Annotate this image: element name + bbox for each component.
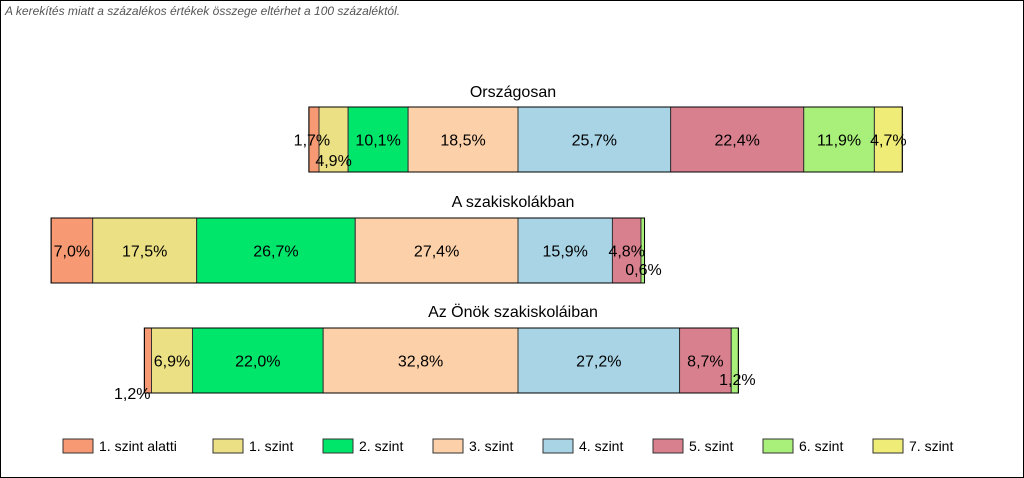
segment-label: 27,4% bbox=[414, 244, 459, 261]
bar-segment bbox=[679, 327, 732, 394]
legend-label: 6. szint bbox=[799, 438, 843, 454]
bar-outline bbox=[50, 217, 646, 284]
legend-swatch bbox=[62, 438, 94, 454]
bar-segment bbox=[92, 217, 198, 284]
bar-outline bbox=[143, 327, 739, 394]
legend-label: 1. szint alatti bbox=[99, 438, 177, 454]
legend-label: 2. szint bbox=[359, 438, 403, 454]
legend-label: 7. szint bbox=[909, 438, 953, 454]
bar-segment bbox=[407, 106, 519, 173]
legend-swatch bbox=[652, 438, 684, 454]
segment-label: 32,8% bbox=[398, 354, 443, 371]
bar-title: Országosan bbox=[470, 84, 556, 101]
bar-segment bbox=[143, 327, 153, 394]
legend-swatch bbox=[322, 438, 354, 454]
segment-label: 18,5% bbox=[440, 133, 485, 150]
segment-label: 26,7% bbox=[253, 244, 298, 261]
bar-segment bbox=[191, 327, 324, 394]
segment-label: 25,7% bbox=[572, 133, 617, 150]
segment-label: 22,4% bbox=[714, 133, 759, 150]
segment-label: 1,2% bbox=[114, 386, 150, 403]
segment-label: 1,7% bbox=[294, 133, 330, 150]
legend-label: 3. szint bbox=[469, 438, 513, 454]
segment-label: 11,9% bbox=[817, 133, 861, 150]
segment-label: 27,2% bbox=[576, 354, 621, 371]
segment-label: 7,0% bbox=[54, 244, 90, 261]
segment-label: 4,9% bbox=[315, 153, 351, 170]
legend-swatch bbox=[762, 438, 794, 454]
bar-title: A szakiskolákban bbox=[452, 194, 575, 211]
segment-label: 22,0% bbox=[235, 354, 280, 371]
segment-label: 4,7% bbox=[870, 133, 906, 150]
bar-outline bbox=[308, 106, 903, 173]
segment-label: 15,9% bbox=[543, 244, 588, 261]
bar-segment bbox=[196, 217, 356, 284]
segment-label: 17,5% bbox=[122, 244, 167, 261]
bar-segment bbox=[354, 217, 519, 284]
segment-label: 0,6% bbox=[625, 262, 661, 279]
rounding-note: A kerekítés miatt a százalékos értékek ö… bbox=[5, 4, 401, 18]
segment-label: 1,2% bbox=[719, 372, 755, 389]
bar-segment bbox=[318, 106, 349, 173]
bar-segment bbox=[517, 106, 672, 173]
segment-label: 6,9% bbox=[154, 354, 190, 371]
legend-label: 1. szint bbox=[249, 438, 293, 454]
segment-label: 8,7% bbox=[687, 354, 723, 371]
bar-title: Az Önök szakiskoláiban bbox=[428, 303, 598, 321]
legend-label: 5. szint bbox=[689, 438, 733, 454]
legend-label: 4. szint bbox=[579, 438, 623, 454]
bar-segment bbox=[517, 327, 681, 394]
legend-swatch bbox=[872, 438, 904, 454]
legend-swatch bbox=[432, 438, 464, 454]
legend-swatch bbox=[212, 438, 244, 454]
segment-label: 10,1% bbox=[355, 133, 400, 150]
legend-swatch bbox=[542, 438, 574, 454]
segment-label: 4,8% bbox=[608, 244, 644, 261]
